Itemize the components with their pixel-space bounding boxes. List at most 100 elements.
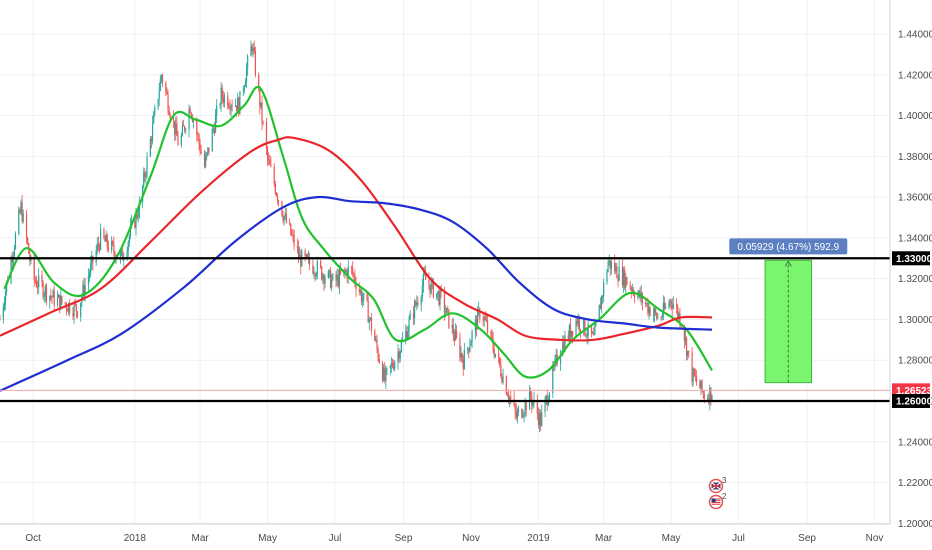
candle — [66, 308, 69, 312]
candle — [134, 219, 136, 229]
candle — [96, 237, 98, 255]
candle — [219, 102, 221, 109]
level-value: 1.33000 — [896, 254, 932, 265]
candle — [664, 302, 667, 310]
candle — [429, 284, 431, 298]
candle — [299, 246, 301, 258]
candle — [478, 301, 480, 317]
candle — [90, 255, 92, 278]
horizontal-levels[interactable] — [0, 257, 890, 403]
candle — [254, 46, 256, 78]
candle — [38, 267, 40, 295]
candle — [253, 40, 255, 55]
candle — [408, 315, 410, 340]
candle — [208, 147, 210, 156]
y-tick-label: 1.44000 — [898, 30, 932, 41]
time-axis[interactable]: Oct 2018 Mar May Jul Sep Nov 2019 Mar May Jul Sep No… — [0, 523, 890, 544]
price-range-measure[interactable]: 0.05929 (4.67%) 592.9 — [729, 238, 848, 384]
candle — [407, 325, 409, 340]
event-badge-gb[interactable]: 3 — [708, 476, 728, 494]
candle — [321, 265, 323, 281]
candle — [192, 118, 195, 129]
candle — [214, 109, 217, 134]
candle — [385, 365, 387, 390]
candle — [335, 270, 337, 288]
candle — [145, 171, 147, 184]
y-tick-label: 1.30000 — [898, 315, 932, 326]
candle — [160, 74, 163, 84]
candle — [615, 262, 617, 275]
candle — [399, 350, 401, 363]
candle — [157, 98, 159, 111]
price-axis[interactable]: 1.44000 1.42000 1.40000 1.38000 1.36000 1.340… — [889, 0, 932, 530]
y-tick-label: 1.40000 — [898, 111, 932, 122]
candle — [653, 307, 656, 323]
candle — [398, 348, 400, 363]
candle — [622, 266, 625, 293]
event-badge-us[interactable]: 2 — [708, 492, 728, 510]
candle — [274, 180, 276, 196]
candle — [448, 309, 450, 330]
candle — [296, 238, 299, 254]
candle — [671, 298, 673, 317]
candle — [362, 291, 364, 308]
candle — [262, 120, 264, 126]
y-tick-label: 1.24000 — [898, 437, 932, 448]
candle — [649, 306, 651, 317]
candle — [417, 296, 419, 308]
candle — [363, 292, 365, 306]
event-badges[interactable]: 32 — [708, 476, 728, 510]
candle — [76, 310, 78, 319]
candle — [541, 404, 543, 427]
candle — [323, 273, 325, 291]
candle — [244, 78, 247, 88]
candle — [624, 266, 626, 291]
candle — [695, 370, 698, 386]
candle — [284, 205, 286, 220]
candle — [437, 291, 439, 301]
candle — [502, 368, 504, 385]
candle — [30, 254, 32, 265]
candle — [499, 356, 501, 368]
candle — [603, 278, 605, 303]
candle — [128, 234, 130, 248]
candle — [14, 231, 17, 250]
candle — [88, 269, 91, 282]
candle — [354, 269, 356, 288]
candle — [691, 347, 693, 387]
candle — [569, 318, 572, 341]
candle — [166, 87, 168, 95]
candle — [663, 296, 666, 312]
candle — [531, 391, 533, 413]
candle — [57, 293, 60, 298]
candle — [4, 289, 7, 310]
candle — [189, 105, 191, 114]
candle — [270, 156, 272, 168]
candle — [699, 379, 701, 389]
candle — [261, 95, 263, 131]
candle — [61, 295, 63, 305]
candle — [522, 408, 524, 419]
candle — [2, 302, 4, 324]
candle — [621, 258, 624, 288]
y-tick-label: 1.42000 — [898, 70, 932, 81]
candle — [617, 274, 619, 288]
measure-label-bg — [729, 238, 848, 255]
candle — [198, 133, 200, 151]
ma-line-0 — [3, 85, 713, 379]
candle — [446, 307, 448, 313]
candle — [59, 294, 61, 314]
candle — [234, 98, 237, 108]
candle — [517, 405, 520, 417]
candle — [50, 288, 52, 302]
candle — [591, 331, 594, 335]
candle — [391, 358, 394, 369]
candle — [648, 302, 650, 320]
candle — [575, 318, 577, 338]
candle — [436, 293, 438, 301]
candle — [180, 132, 182, 148]
candle — [100, 223, 102, 251]
candle — [29, 248, 31, 267]
candle — [483, 315, 485, 327]
